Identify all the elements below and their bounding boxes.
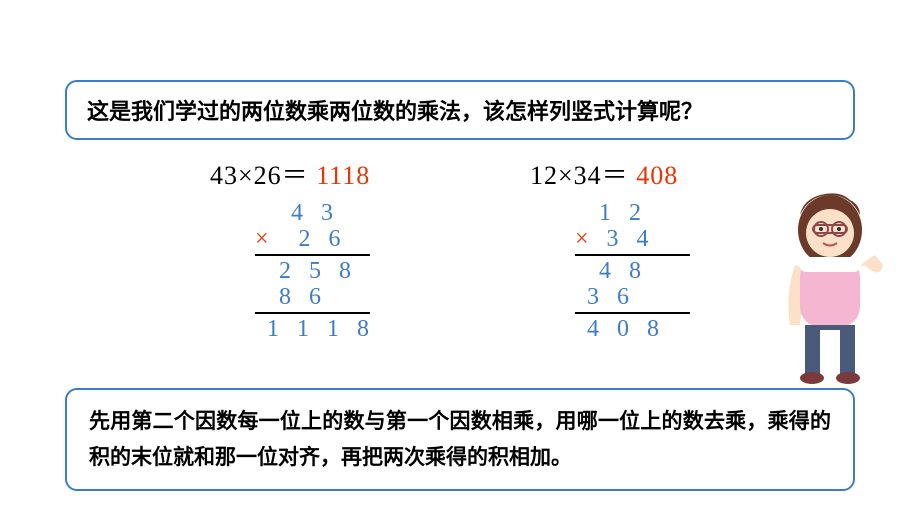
question-box: 这是我们学过的两位数乘两位数的乘法，该怎样列竖式计算呢？ <box>65 80 855 140</box>
teacher-icon <box>765 175 895 385</box>
problem-2: 12×34＝ 408 1 2 × 3 4 4 8 3 6 4 0 8 <box>530 155 690 342</box>
rule-line <box>255 254 370 256</box>
operand-a: 43 <box>210 161 238 190</box>
question-text: 这是我们学过的两位数乘两位数的乘法，该怎样列竖式计算呢？ <box>87 99 703 124</box>
operand-b: 26 <box>254 161 282 190</box>
mult-sign: × <box>575 226 595 252</box>
vwork-row: 1 1 1 8 <box>255 316 375 342</box>
operand-b: 34 <box>574 161 602 190</box>
equation-result: 1118 <box>316 161 370 190</box>
vwork-row: 8 6 <box>255 284 375 310</box>
rule-line <box>575 254 690 256</box>
vwork-row: 4 3 <box>255 200 375 226</box>
vwork-row: 2 5 8 <box>255 258 375 284</box>
equation-result: 408 <box>636 161 678 190</box>
mult-sign: × <box>255 226 275 252</box>
vwork-row: 4 0 8 <box>575 316 690 342</box>
vwork-row: 3 6 <box>575 284 690 310</box>
teacher-illustration <box>765 175 895 385</box>
vwork-row: × 2 6 <box>255 226 375 252</box>
problem-1: 43×26＝ 1118 4 3 × 2 6 2 5 8 8 6 1 1 1 8 <box>210 155 375 342</box>
rule-line <box>255 312 370 314</box>
explanation-text: 先用第二个因数每一位上的数与第一个因数相乘，用哪一位上的数去乘，乘得的积的末位就… <box>89 409 831 469</box>
vwork-row: 4 8 <box>575 258 690 284</box>
rule-line <box>575 312 690 314</box>
vertical-work: 1 2 × 3 4 4 8 3 6 4 0 8 <box>575 200 690 342</box>
equation-line: 12×34＝ 408 <box>530 155 690 192</box>
vertical-work: 4 3 × 2 6 2 5 8 8 6 1 1 1 8 <box>255 200 375 342</box>
explanation-box: 先用第二个因数每一位上的数与第一个因数相乘，用哪一位上的数去乘，乘得的积的末位就… <box>65 388 855 491</box>
operand-a: 12 <box>530 161 558 190</box>
vwork-row: × 3 4 <box>575 226 690 252</box>
equation-line: 43×26＝ 1118 <box>210 155 375 192</box>
vwork-row: 1 2 <box>575 200 690 226</box>
